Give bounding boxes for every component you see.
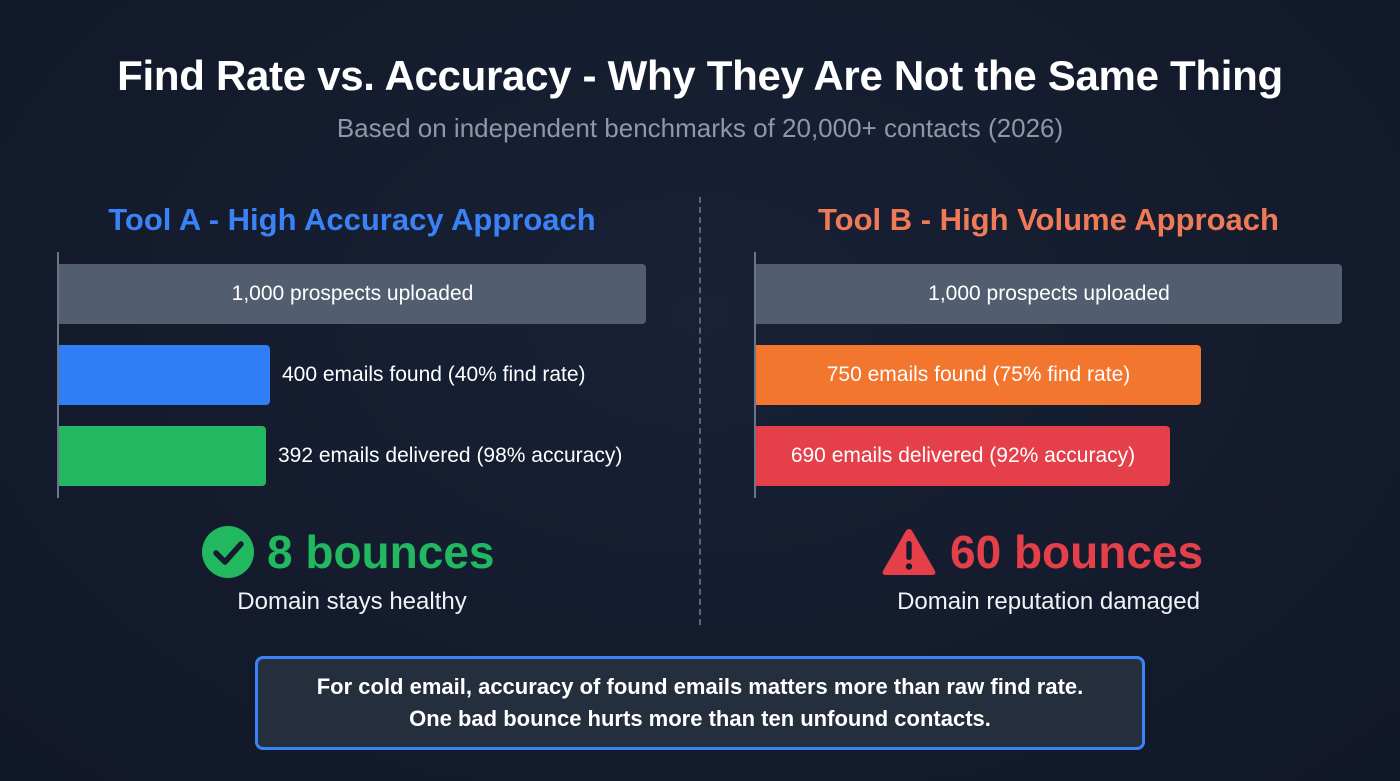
tool-b-axis xyxy=(754,252,756,498)
tool-b-bar-delivered xyxy=(756,426,1170,486)
takeaway-callout: For cold email, accuracy of found emails… xyxy=(255,656,1145,750)
tool-a-bar-delivered xyxy=(59,426,266,486)
tool-b-title: Tool B - High Volume Approach xyxy=(818,202,1279,237)
tool-b-bar-uploaded xyxy=(756,264,1342,324)
tool-a-bar-found-label: 400 emails found (40% find rate) xyxy=(282,363,586,386)
tool-b-bar-delivered-label: 690 emails delivered (92% accuracy) xyxy=(790,444,1136,467)
tool-a-bar-uploaded xyxy=(59,264,646,324)
check-circle-icon xyxy=(201,525,255,579)
callout-line-1: For cold email, accuracy of found emails… xyxy=(316,674,1084,699)
tool-b-bar-uploaded-label: 1,000 prospects uploaded xyxy=(928,282,1170,305)
tool-a-bar-delivered-label: 392 emails delivered (98% accuracy) xyxy=(278,444,623,467)
page-title: Find Rate vs. Accuracy - Why They Are No… xyxy=(117,52,1283,99)
tool-a-bar-found xyxy=(59,345,270,405)
tool-b-result: 60 bounces xyxy=(880,524,1203,580)
tool-a-axis xyxy=(57,252,59,498)
panel-divider xyxy=(699,197,701,625)
tool-a-result: 8 bounces xyxy=(201,524,495,580)
callout-line-2: One bad bounce hurts more than ten unfou… xyxy=(409,706,991,731)
tool-b-bar-found-label: 750 emails found (75% find rate) xyxy=(826,363,1131,386)
tool-a-title: Tool A - High Accuracy Approach xyxy=(108,202,596,237)
tool-a-outcome: Domain stays healthy xyxy=(237,588,467,615)
tool-b-outcome: Domain reputation damaged xyxy=(897,588,1200,615)
tool-b-bounces: 60 bounces xyxy=(950,526,1204,578)
warning-triangle-icon xyxy=(880,526,938,578)
tool-a-bar-uploaded-label: 1,000 prospects uploaded xyxy=(231,282,474,305)
tool-a-bounces: 8 bounces xyxy=(267,526,495,578)
tool-b-bar-found xyxy=(756,345,1201,405)
page-subtitle: Based on independent benchmarks of 20,00… xyxy=(336,113,1064,143)
